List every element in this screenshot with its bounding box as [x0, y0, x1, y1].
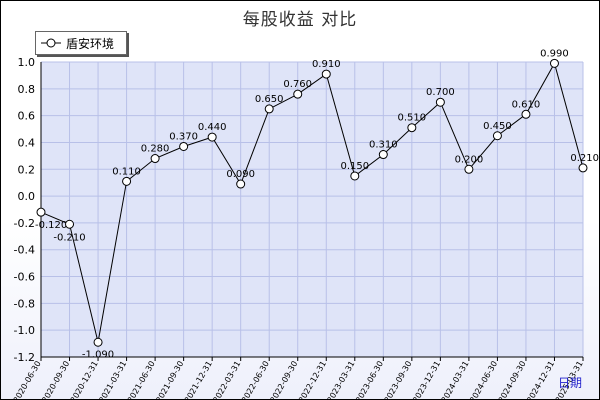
data-label: -0.210 — [53, 232, 85, 243]
data-label: 0.150 — [340, 161, 369, 172]
data-point — [350, 171, 360, 181]
data-label: 0.650 — [255, 94, 284, 105]
y-tick-label: 0.6 — [18, 110, 36, 123]
data-label: 0.450 — [483, 121, 512, 132]
y-tick-label: -1.0 — [14, 324, 35, 337]
data-point — [122, 176, 132, 186]
legend-series-name: 盾安环境 — [66, 36, 115, 51]
data-label: 0.610 — [512, 99, 541, 110]
x-tick-label: 2022-03-31 — [211, 360, 242, 400]
data-label: 0.760 — [283, 79, 312, 90]
data-label: 0.700 — [426, 87, 455, 98]
x-tick-label: 2024-03-31 — [440, 360, 471, 399]
data-label: 0.910 — [312, 59, 341, 70]
x-tick-label: 2023-09-30 — [383, 360, 414, 400]
data-point — [150, 154, 160, 164]
data-point — [464, 164, 474, 174]
y-tick-label: -0.4 — [14, 244, 35, 257]
y-tick-label: -0.2 — [14, 217, 35, 230]
data-point — [578, 163, 588, 173]
x-tick-label: 2022-12-31 — [297, 360, 328, 400]
data-point — [65, 219, 75, 229]
data-point — [93, 337, 103, 347]
series-line — [40, 62, 584, 343]
data-point — [549, 58, 559, 68]
data-point — [407, 123, 417, 133]
data-label: 0.370 — [169, 131, 198, 142]
x-tick-label: 2022-09-30 — [268, 360, 299, 400]
plot-area — [41, 62, 583, 357]
y-tick-label: 0.0 — [18, 190, 36, 203]
data-label: 0.510 — [398, 113, 427, 124]
x-tick-label: 2020-09-30 — [40, 360, 71, 400]
data-label: -0.120 — [35, 220, 67, 231]
data-label: 0.280 — [141, 144, 170, 155]
x-tick-label: 2021-12-31 — [183, 360, 214, 400]
x-tick-label: 2023-06-30 — [354, 360, 385, 400]
data-point — [236, 179, 246, 189]
x-tick-label: 2023-12-31 — [411, 360, 442, 400]
chart-title: 每股收益 对比 — [242, 10, 358, 30]
x-tick-label: 2022-06-30 — [240, 360, 271, 400]
y-tick-label: 0.2 — [18, 163, 36, 176]
y-tick-label: -0.6 — [14, 271, 35, 284]
data-label: 0.210 — [570, 153, 599, 164]
x-tick-label: 2020-06-30 — [12, 360, 43, 400]
data-point — [293, 89, 303, 99]
data-label: 0.110 — [112, 166, 141, 177]
legend-marker-icon — [41, 38, 61, 48]
x-axis-label: 日期 — [558, 376, 583, 390]
data-label: -1.090 — [82, 349, 114, 360]
data-point — [378, 150, 388, 160]
x-tick-label: 2024-09-30 — [497, 360, 528, 400]
y-tick-label: -0.8 — [14, 297, 35, 310]
data-label: 0.440 — [198, 122, 227, 133]
data-point — [36, 207, 46, 217]
data-label: 0.990 — [540, 48, 569, 59]
data-point — [435, 97, 445, 107]
data-point — [207, 132, 217, 142]
data-label: 0.200 — [455, 154, 484, 165]
x-tick-label: 2024-12-31 — [525, 360, 556, 400]
data-point — [521, 109, 531, 119]
data-point — [321, 69, 331, 79]
legend: 盾安环境 — [35, 31, 127, 55]
x-tick-label: 2020-12-31 — [69, 360, 100, 400]
x-tick-label: 2024-06-30 — [468, 359, 499, 399]
data-point — [179, 141, 189, 151]
y-tick-label: 0.8 — [18, 83, 36, 96]
x-tick-label: 2021-03-31 — [97, 360, 128, 400]
x-tick-label: 2021-09-30 — [154, 360, 185, 400]
y-tick-label: 0.4 — [18, 136, 36, 149]
y-tick-label: 1.0 — [18, 56, 36, 69]
data-point — [264, 104, 274, 114]
data-label: 0.310 — [369, 140, 398, 151]
data-point — [492, 131, 502, 141]
x-tick-label: 2021-06-30 — [126, 360, 157, 400]
x-tick-label: 2023-03-31 — [325, 360, 356, 400]
data-label: 0.090 — [226, 169, 255, 180]
y-tick-label: -1.2 — [14, 351, 35, 364]
